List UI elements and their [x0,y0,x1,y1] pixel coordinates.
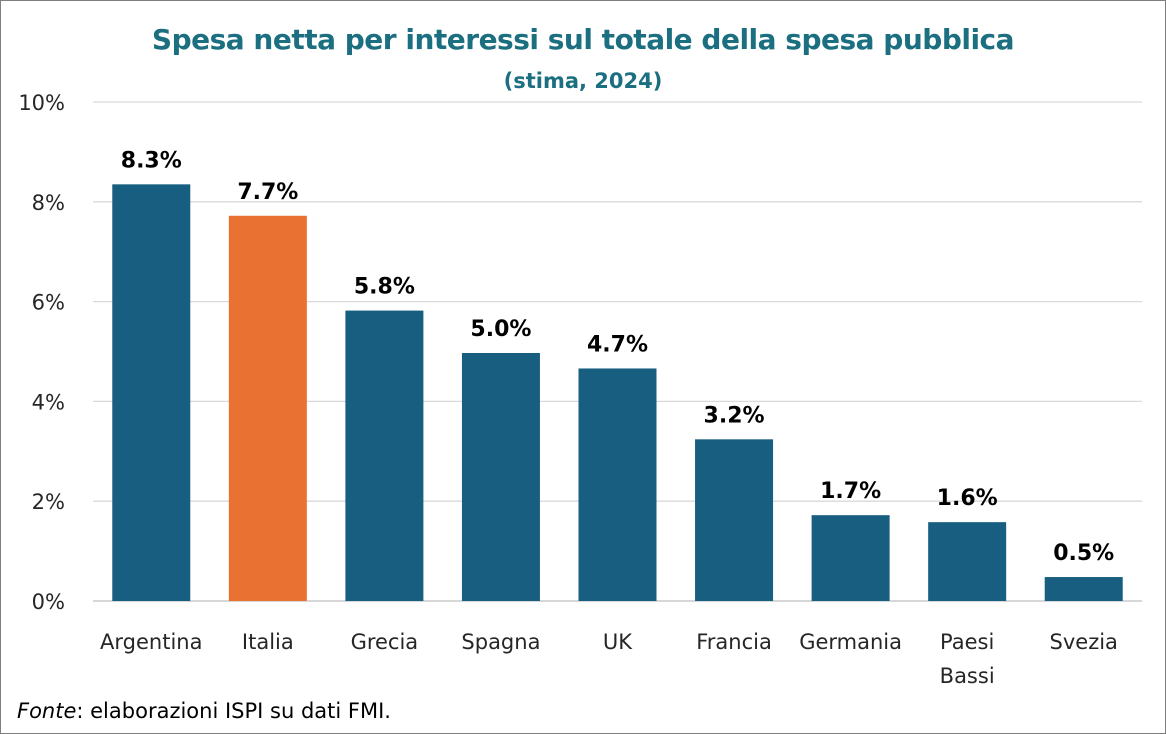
bar [1044,577,1123,601]
x-tick-label: Argentina [100,630,202,654]
x-axis-tick-labels: Argentina Italia Grecia Spagna UK Francia Germ… [100,630,1118,688]
bar [695,439,774,601]
data-label: 8.3% [121,148,182,173]
bar [228,215,307,601]
data-label: 7.7% [237,180,298,205]
chart-title: Spesa netta per interessi sul totale del… [151,23,1015,56]
y-tick-label: 10% [18,91,65,115]
source-note: Fonte: elaborazioni ISPI su dati FMI. [17,699,391,723]
x-tick-label: Spagna [461,630,540,654]
bar [928,522,1007,601]
data-labels: 8.3% 7.7% 5.8% 5.0% 4.7% 3.2% 1.7% 1.6% 0.5% [121,148,1114,566]
x-tick-label: Germania [799,630,902,654]
y-tick-label: 4% [32,390,65,414]
chart-subtitle: (stima, 2024) [503,69,663,93]
bar [811,515,890,601]
source-text: : elaborazioni ISPI su dati FMI. [76,699,391,723]
data-label: 0.5% [1053,541,1114,566]
source-label: Fonte [17,699,77,723]
x-tick-label: Francia [696,630,772,654]
data-label: 1.6% [937,486,998,511]
x-tick-label: Italia [242,630,294,654]
x-tick-label: Paesi Bassi [940,630,995,688]
y-tick-label: 0% [32,590,65,614]
bars [112,184,1123,601]
x-tick-label: Grecia [351,630,419,654]
x-tick-label: UK [603,630,633,654]
data-label: 1.7% [820,479,881,504]
data-label: 5.8% [354,275,415,300]
bar [345,310,424,601]
bar [578,368,657,601]
bar [112,184,191,601]
y-tick-label: 6% [32,291,65,315]
data-label: 4.7% [587,332,648,357]
y-tick-label: 2% [32,490,65,514]
data-label: 3.2% [704,403,765,428]
data-label: 5.0% [470,317,531,342]
bar [461,352,540,601]
y-tick-label: 8% [32,191,65,215]
y-axis-tick-labels: 0% 2% 4% 6% 8% 10% [18,91,65,614]
x-tick-label: Svezia [1050,630,1118,654]
